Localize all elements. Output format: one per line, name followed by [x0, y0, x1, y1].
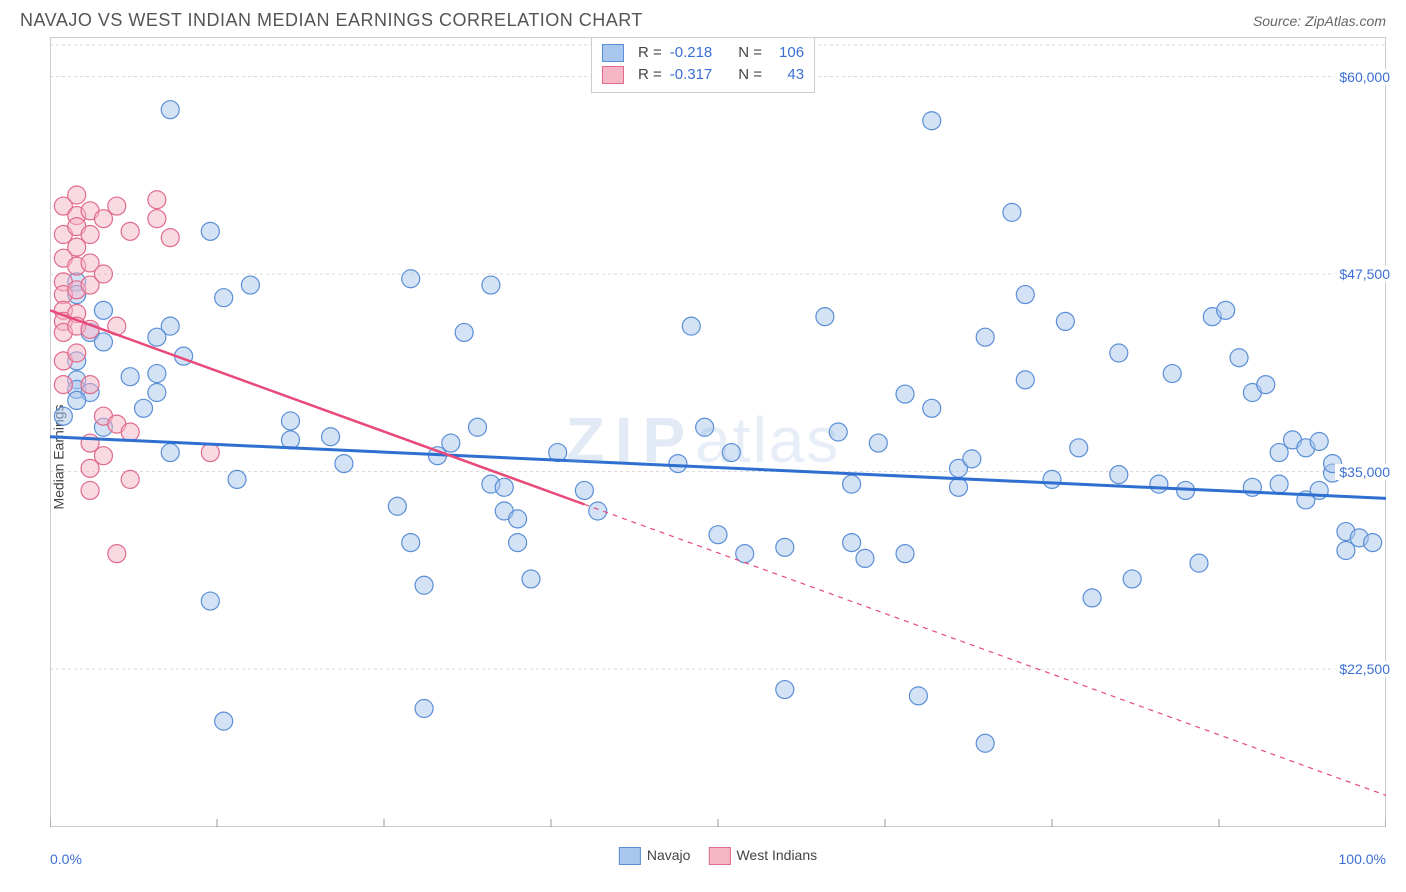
stats-legend: R =-0.218N =106R =-0.317N =43	[591, 37, 815, 93]
series-legend: Navajo West Indians	[619, 847, 817, 865]
stats-legend-row: R =-0.218N =106	[602, 42, 804, 64]
y-tick-label: $22,500	[1335, 661, 1390, 677]
legend-swatch	[619, 847, 641, 865]
n-value: 106	[770, 42, 804, 64]
n-value: 43	[770, 64, 804, 86]
legend-swatch	[602, 44, 624, 62]
series-legend-item: Navajo	[619, 847, 691, 865]
y-tick-label: $35,000	[1335, 464, 1390, 480]
header: NAVAJO VS WEST INDIAN MEDIAN EARNINGS CO…	[0, 0, 1406, 37]
stats-legend-row: R =-0.317N =43	[602, 64, 804, 86]
series-legend-item: West Indians	[708, 847, 817, 865]
source-label: Source: ZipAtlas.com	[1253, 13, 1386, 29]
y-tick-label: $60,000	[1335, 69, 1390, 85]
chart-area: Median Earnings ZIPatlas $22,500$35,000$…	[0, 37, 1406, 877]
scatter-plot	[50, 37, 1386, 827]
r-value: -0.317	[670, 64, 713, 86]
y-tick-label: $47,500	[1335, 266, 1390, 282]
r-value: -0.218	[670, 42, 713, 64]
chart-title: NAVAJO VS WEST INDIAN MEDIAN EARNINGS CO…	[20, 10, 643, 31]
x-axis: 0.0% Navajo West Indians 100.0%	[50, 833, 1386, 877]
legend-swatch	[602, 66, 624, 84]
legend-swatch	[708, 847, 730, 865]
x-axis-min-label: 0.0%	[50, 851, 82, 867]
x-axis-max-label: 100.0%	[1339, 851, 1386, 867]
